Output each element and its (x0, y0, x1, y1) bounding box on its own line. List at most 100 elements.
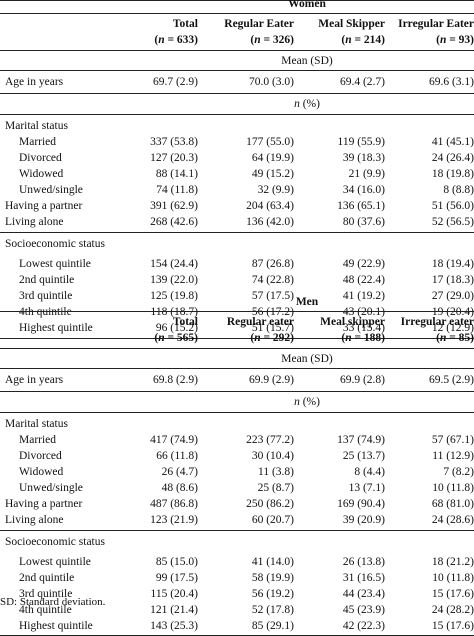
women-mean-row: Mean (SD) (0, 53, 474, 69)
row-label: 2nd quintile (19, 274, 75, 286)
cell-value: 136 (65.1) (337, 200, 385, 212)
women-mean-rule (0, 70, 474, 71)
column-header: Total (172, 18, 198, 30)
top-rule-hidden (0, 0, 474, 1)
section-label: Marital status (5, 418, 68, 430)
row-label: 4th quintile (19, 306, 72, 318)
row-label: Having a partner (5, 498, 83, 510)
men-title-row: Men (0, 294, 474, 310)
women-ses-row: 2nd quintile 139 (22.0) 74 (22.8) 48 (22.4)… (0, 272, 474, 288)
row-label: Lowest quintile (19, 556, 91, 568)
cell-value: 31 (16.5) (342, 572, 385, 584)
cell-value: 136 (42.0) (246, 216, 294, 228)
women-alone-row: Living alone 268 (42.6) 136 (42.0) 80 (37.6… (0, 214, 474, 230)
men-header-rule (0, 348, 474, 349)
column-header: Total (172, 316, 198, 328)
cell-value: 119 (55.9) (337, 136, 385, 148)
cell-value: 69.6 (3.1) (428, 76, 474, 88)
cell-value: 417 (74.9) (150, 434, 198, 446)
women-title: Women (288, 0, 326, 10)
column-n: (n = 633) (154, 34, 198, 46)
column-header: Irregular eater (400, 316, 474, 328)
cell-value: 51 (15.7) (251, 322, 294, 334)
cell-value: 139 (22.0) (150, 274, 198, 286)
women-title-row: Women (0, 0, 474, 12)
men-partner-row: Having a partner 487 (86.8) 250 (86.2) 169 … (0, 496, 474, 512)
cell-value: 30 (10.4) (251, 450, 294, 462)
column-n: (n = 214) (341, 34, 385, 46)
row-label: Living alone (5, 514, 64, 526)
column-n: (n = 326) (250, 34, 294, 46)
women-header-row: Total Regular Eater Meal Skipper Irregular … (0, 16, 474, 32)
cell-value: 69.9 (2.9) (248, 374, 294, 386)
cell-value: 60 (20.7) (251, 514, 294, 526)
women-marital-row: Divorced 127 (20.3) 64 (19.9) 39 (18.3) 24 (… (0, 150, 474, 166)
row-label: Married (19, 136, 57, 148)
row-label: 3rd quintile (19, 588, 73, 600)
men-ses-row: 3rd quintile 115 (20.4) 56 (19.2) 44 (23.4)… (0, 586, 474, 602)
cell-value: 45 (23.9) (342, 604, 385, 616)
cell-value: 337 (53.8) (150, 136, 198, 148)
footnote: SD: Standard deviation. (0, 596, 106, 608)
women-age-rule (0, 93, 474, 94)
cell-value: 7 (8.2) (443, 466, 474, 478)
cell-value: 27 (29.0) (431, 290, 474, 302)
cell-value: 391 (62.9) (150, 200, 198, 212)
men-marital-row: Widowed 26 (4.7) 11 (3.8) 8 (4.4) 7 (8.2) (0, 464, 474, 480)
cell-value: 42 (22.3) (342, 620, 385, 632)
cell-value: 24 (28.2) (431, 604, 474, 616)
men-title: Men (295, 296, 319, 308)
cell-value: 52 (17.8) (251, 604, 294, 616)
section-label: Socioeconomic status (5, 238, 105, 250)
women-header-rule (0, 50, 474, 51)
cell-value: 21 (9.9) (348, 168, 385, 180)
cell-value: 85 (29.1) (251, 620, 294, 632)
women-alone-rule (0, 232, 474, 233)
cell-value: 69.8 (2.9) (152, 374, 198, 386)
cell-value: 250 (86.2) (246, 498, 294, 510)
row-label: Widowed (19, 168, 64, 180)
cell-value: 154 (24.4) (150, 258, 198, 270)
women-ses-label-row: Socioeconomic status (0, 236, 474, 252)
cell-value: 10 (11.8) (432, 482, 474, 494)
cell-value: 96 (15.2) (155, 322, 198, 334)
column-n: (n = 85) (436, 332, 474, 344)
cell-value: 125 (19.8) (150, 290, 198, 302)
cell-value: 8 (8.8) (443, 184, 474, 196)
cell-value: 25 (13.7) (342, 450, 385, 462)
cell-value: 25 (8.7) (257, 482, 294, 494)
cell-value: 8 (4.4) (354, 466, 385, 478)
men-marital-row: Divorced 66 (11.8) 30 (10.4) 25 (13.7) 11 (1… (0, 448, 474, 464)
women-age-row: Age in years 69.7 (2.9) 70.0 (3.0) 69.4 (2.… (0, 74, 474, 90)
row-label: Lowest quintile (19, 258, 91, 270)
cell-value: 177 (55.0) (246, 136, 294, 148)
cell-value: 15 (17.6) (431, 620, 474, 632)
women-marital-label-row: Marital status (0, 118, 474, 134)
cell-value: 85 (15.0) (155, 556, 198, 568)
cell-value: 69.5 (2.9) (428, 374, 474, 386)
cell-value: 18 (21.2) (431, 556, 474, 568)
row-label: Highest quintile (19, 322, 93, 334)
column-header: Regular eater (226, 316, 294, 328)
cell-value: 69.7 (2.9) (152, 76, 198, 88)
cell-value: 64 (19.9) (251, 152, 294, 164)
row-label: Divorced (19, 152, 62, 164)
cell-value: 52 (56.5) (431, 216, 474, 228)
row-label: Living alone (5, 216, 64, 228)
cell-value: 88 (14.1) (155, 168, 198, 180)
men-ses-row: 2nd quintile 99 (17.5) 58 (19.9) 31 (16.5) 1… (0, 570, 474, 586)
cell-value: 121 (21.4) (150, 604, 198, 616)
cell-value: 11 (12.9) (432, 450, 474, 462)
cell-value: 204 (63.4) (246, 200, 294, 212)
cell-value: 34 (16.0) (342, 184, 385, 196)
men-ses-label-row: Socioeconomic status (0, 534, 474, 550)
column-header: Meal skipper (320, 316, 385, 328)
cell-value: 74 (11.8) (156, 184, 198, 196)
cell-value: 49 (22.9) (342, 258, 385, 270)
cell-value: 26 (4.7) (161, 466, 198, 478)
men-header-n-row: (n = 565) (n = 292) (n = 188) (n = 85) (0, 330, 474, 346)
cell-value: 10 (11.8) (432, 572, 474, 584)
cell-value: 58 (19.9) (251, 572, 294, 584)
row-label: 2nd quintile (19, 572, 75, 584)
mean-sd-label: Mean (SD) (281, 353, 333, 365)
